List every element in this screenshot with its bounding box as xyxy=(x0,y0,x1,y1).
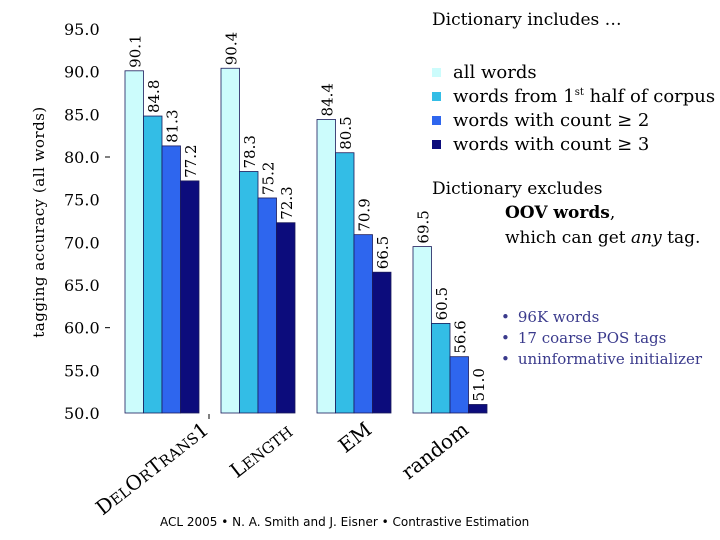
legend-label: words with count ≥ 3 xyxy=(453,133,650,155)
bar xyxy=(431,322,451,414)
bar xyxy=(143,115,163,414)
legend: all words words from 1st half of corpus … xyxy=(432,60,715,156)
y-tick-label: 55.0 xyxy=(64,361,100,380)
legend-item-first-half: words from 1st half of corpus xyxy=(432,84,715,108)
fact-text: 17 coarse POS tags xyxy=(517,328,667,347)
note-oov: OOV words, xyxy=(505,203,615,223)
y-tick-label: 90.0 xyxy=(64,63,100,82)
bar xyxy=(372,271,392,414)
note-oov-bold: OOV words xyxy=(505,203,610,223)
legend-label-part: words from 1 xyxy=(453,85,575,107)
bar xyxy=(220,67,240,414)
bar-value-label: 80.5 xyxy=(337,116,355,149)
y-tick-label: 60.0 xyxy=(64,319,100,338)
legend-item-count-2: words with count ≥ 2 xyxy=(432,108,715,132)
legend-label: all words xyxy=(453,61,537,83)
fact-item: • 96K words xyxy=(501,306,702,327)
facts-list: • 96K words • 17 coarse POS tags • uninform… xyxy=(501,306,702,369)
note-oov-tail: , xyxy=(609,203,616,223)
bar-value-label: 66.5 xyxy=(374,236,392,269)
fact-item: • uninformative initializer xyxy=(501,348,702,369)
fact-text: uninformative initializer xyxy=(517,349,703,368)
bullet: • xyxy=(501,307,510,326)
bar-value-label: 72.3 xyxy=(278,186,296,219)
bar-value-label: 69.5 xyxy=(414,210,432,243)
bar xyxy=(239,171,259,414)
bar-value-label: 84.8 xyxy=(145,80,163,113)
fact-text: 96K words xyxy=(517,307,600,326)
legend-item-count-3: words with count ≥ 3 xyxy=(432,132,715,156)
legend-swatch xyxy=(432,139,441,149)
bar-value-label: 51.0 xyxy=(470,368,488,401)
bar-value-label: 84.4 xyxy=(318,83,336,116)
legend-swatch xyxy=(432,67,441,77)
bar xyxy=(124,70,144,414)
bar-value-label: 90.1 xyxy=(126,34,144,67)
legend-item-all-words: all words xyxy=(432,60,715,84)
bar-value-label: 81.3 xyxy=(163,110,181,143)
bar xyxy=(335,152,355,414)
y-tick-label: 50.0 xyxy=(64,404,100,423)
legend-label-superscript: st xyxy=(574,86,584,98)
bar-value-label: 70.9 xyxy=(355,198,373,231)
legend-title: Dictionary includes … xyxy=(432,10,622,30)
x-category-label: LENGTH xyxy=(225,419,297,483)
y-tick-label: 80.0 xyxy=(64,148,100,167)
y-tick-label: 95.0 xyxy=(64,20,100,39)
legend-label-part: half of corpus xyxy=(583,85,716,107)
note-any-tag: which can get any tag. xyxy=(505,228,700,248)
bullet: • xyxy=(501,349,510,368)
y-tick-label: 65.0 xyxy=(64,276,100,295)
note-heading: Dictionary excludes xyxy=(432,179,603,199)
note-text: tag. xyxy=(661,228,701,248)
bar-value-label: 56.6 xyxy=(451,320,469,353)
y-tick-label: 85.0 xyxy=(64,105,100,124)
bar-value-label: 78.3 xyxy=(241,135,259,168)
legend-swatch xyxy=(432,91,441,101)
x-category-label: EM xyxy=(334,417,376,458)
bullet: • xyxy=(501,328,510,347)
y-axis-label: tagging accuracy (all words) xyxy=(30,106,48,338)
bar xyxy=(180,180,200,414)
y-tick-label: 70.0 xyxy=(64,233,100,252)
bar-value-label: 75.2 xyxy=(259,162,277,195)
x-category-label: random xyxy=(397,417,473,484)
legend-label: words with count ≥ 2 xyxy=(453,109,650,131)
legend-label: words from 1st half of corpus xyxy=(453,86,715,107)
bar xyxy=(276,222,296,414)
fact-item: • 17 coarse POS tags xyxy=(501,327,702,348)
bar xyxy=(353,234,373,414)
bar xyxy=(449,356,469,414)
bar-value-label: 90.4 xyxy=(222,32,240,65)
bar xyxy=(316,119,336,414)
bar xyxy=(257,197,277,414)
y-tick-label: 75.0 xyxy=(64,191,100,210)
x-category-label: DELORTRANS1 xyxy=(91,417,213,520)
footer: ACL 2005 • N. A. Smith and J. Eisner • C… xyxy=(160,515,530,529)
bar-value-label: 77.2 xyxy=(182,144,200,177)
note-emphasis: any xyxy=(631,228,662,248)
bar-value-label: 60.5 xyxy=(433,287,451,320)
bar xyxy=(412,246,432,414)
note-text: which can get xyxy=(505,228,631,248)
bar xyxy=(468,404,488,414)
bar xyxy=(161,145,181,414)
legend-swatch xyxy=(432,115,441,125)
